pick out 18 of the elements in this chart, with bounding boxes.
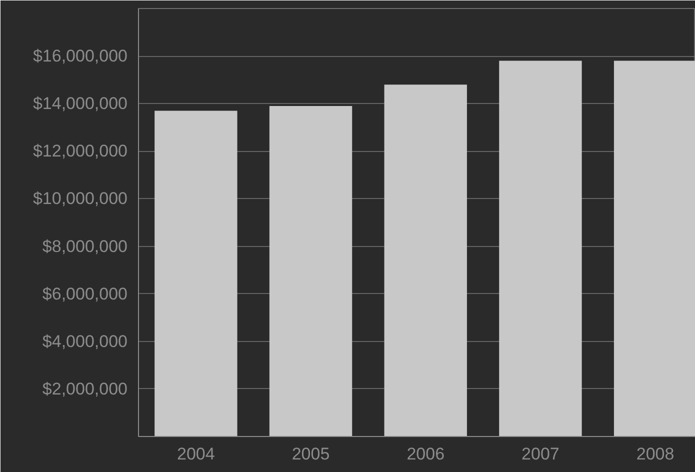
bar bbox=[614, 60, 695, 436]
y-tick-label: $4,000,000 bbox=[42, 332, 128, 351]
y-tick-label: $2,000,000 bbox=[42, 379, 128, 398]
y-tick-label: $6,000,000 bbox=[42, 284, 128, 304]
y-tick-label: $10,000,000 bbox=[32, 189, 128, 208]
x-tick-label: 2008 bbox=[636, 444, 674, 464]
y-tick-label: $14,000,000 bbox=[32, 94, 128, 114]
y-tick-label: $12,000,000 bbox=[32, 142, 128, 161]
x-tick-label: 2005 bbox=[292, 444, 330, 464]
bar bbox=[499, 60, 582, 436]
bar bbox=[269, 106, 352, 436]
x-tick-label: 2007 bbox=[522, 444, 560, 464]
y-tick-label: $16,000,000 bbox=[32, 46, 128, 66]
x-tick-label: 2004 bbox=[177, 444, 215, 464]
x-tick-label: 2006 bbox=[406, 444, 445, 464]
y-tick-label: $8,000,000 bbox=[42, 236, 128, 256]
bar bbox=[384, 84, 467, 436]
bar bbox=[154, 110, 238, 436]
